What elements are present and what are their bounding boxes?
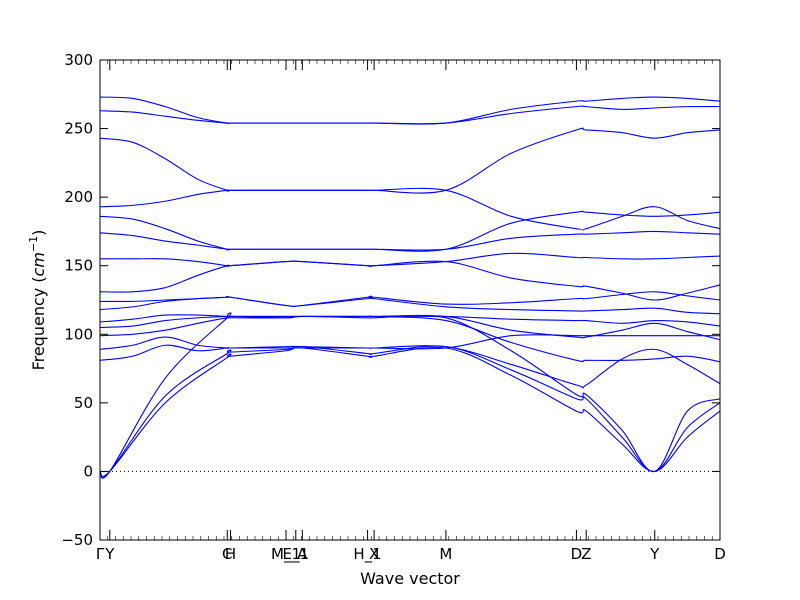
x-tick-label: M [439,545,452,563]
phonon-branch-line [99,291,721,308]
y-tick-label: 250 [64,120,93,138]
x-axis-label: Wave vector [360,569,460,588]
y-axis-label-unit: cm [29,252,48,276]
y-tick-label: −50 [61,531,93,549]
y-axis-label-text: Frequency [29,288,48,371]
phonon-branch-line [99,336,721,389]
y-axis-label-close-paren: ) [29,230,48,236]
x-axis-ticks: Γ Y CH M_1E_1A H_1X M DZ Y D [96,60,726,564]
phonon-branch-line [99,230,721,251]
x-tick-label: X [369,545,379,563]
y-axis-ticks: −50 0 50 100 150 200 250 300 [61,51,720,549]
phonon-branch-line [99,314,721,327]
x-tick-label: M_1 [271,545,301,564]
x-tick-label: C [222,545,232,563]
y-tick-label: 100 [64,325,93,343]
x-tick-label: Z [581,545,591,563]
x-tick-label: A [297,545,308,563]
phonon-branch-line [99,105,721,125]
x-tick-label: H_1 [353,545,381,564]
phonon-branch-line [99,260,721,301]
y-axis-label-open-paren: ( [29,276,48,282]
phonon-branch-line [99,312,721,479]
x-tick-label: D [571,545,583,563]
phonon-branch-line [99,345,721,478]
phonon-branch-line [99,187,721,231]
y-tick-label: 150 [64,257,93,275]
x-tick-label: H [225,545,236,563]
phonon-branch-line [99,346,721,478]
x-tick-label: Y [104,545,115,563]
x-tick-label: Y [649,545,660,563]
plot-frame [99,59,721,541]
y-tick-label: 200 [64,188,93,206]
phonon-branch-line [99,96,721,125]
x-tick-label: E_1 [283,545,310,564]
y-tick-label: 300 [64,51,93,69]
y-tick-label: 50 [74,394,93,412]
phonon-branch-line [99,127,721,194]
phonon-branch-line [99,210,721,252]
y-tick-label: 0 [83,462,93,480]
x-tick-label: D [714,545,726,563]
q-point-gridlines [99,60,721,540]
phonon-branches [99,96,721,479]
y-axis-label-unit-exponent: −1 [27,236,40,252]
phonon-branch-line [99,252,721,267]
y-axis-label: Frequency (cm−1) [27,230,48,371]
x-tick-label: Γ [96,545,105,563]
